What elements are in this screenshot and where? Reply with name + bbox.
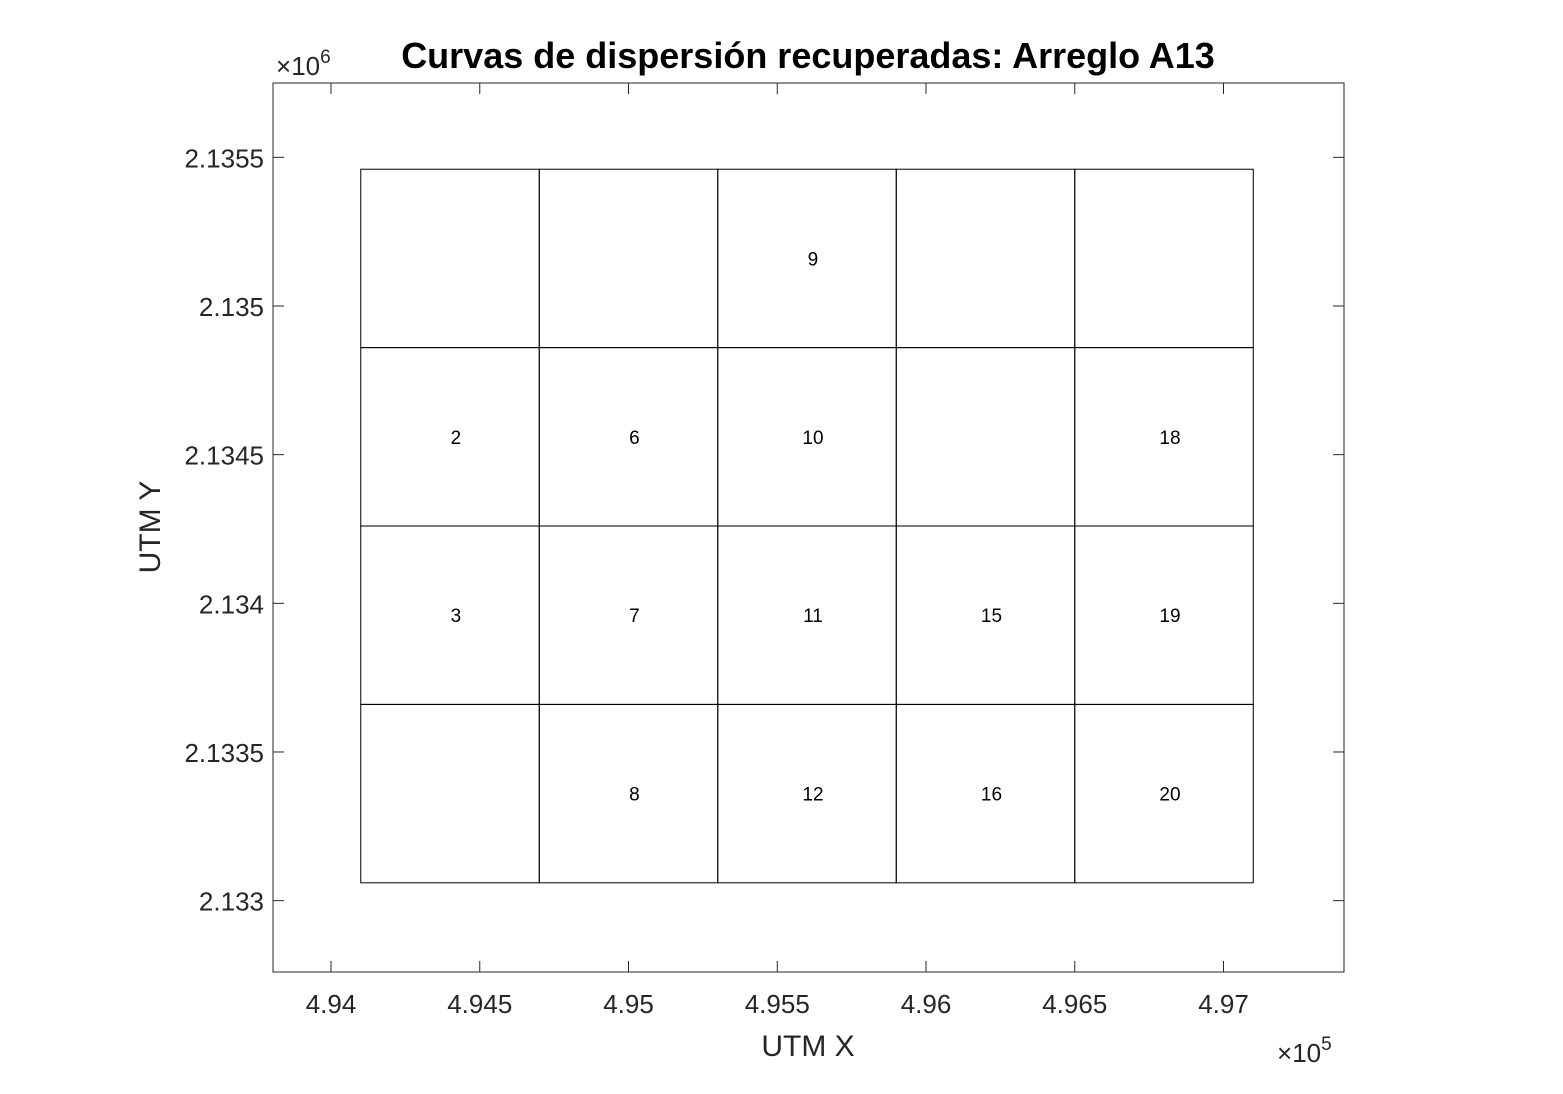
y-tick-label: 2.1355 xyxy=(184,143,264,173)
cell-label: 11 xyxy=(803,606,823,627)
chart-title: Curvas de dispersión recuperadas: Arregl… xyxy=(401,35,1215,76)
y-tick-label: 2.1335 xyxy=(184,738,264,768)
x-tick-label: 4.96 xyxy=(901,989,952,1019)
cell-label: 2 xyxy=(451,428,462,449)
x-multiplier-exponent: 5 xyxy=(1321,1034,1332,1055)
x-tick-label: 4.97 xyxy=(1198,989,1249,1019)
cell-label: 18 xyxy=(1159,428,1180,449)
axis-ticks: 4.94 4.945 4.95 4.955 4.96 4.965 4.97 2.133 2.13… xyxy=(184,83,1344,1019)
cell-label: 8 xyxy=(629,785,640,806)
x-tick-label: 4.95 xyxy=(603,989,654,1019)
cell-label: 7 xyxy=(629,606,640,627)
y-multiplier: ×106 xyxy=(276,47,331,81)
x-tick-label: 4.945 xyxy=(447,989,512,1019)
y-multiplier-base: 10 xyxy=(291,51,320,81)
plot-area xyxy=(272,82,1345,973)
cell-label: 10 xyxy=(802,428,823,449)
cell-label: 16 xyxy=(981,785,1002,806)
cell-label: 3 xyxy=(451,606,462,627)
cell-label: 19 xyxy=(1159,606,1180,627)
cell-label: 12 xyxy=(802,785,823,806)
y-axis-label: UTM Y xyxy=(134,481,167,574)
grid-cells xyxy=(360,168,1254,884)
y-tick-label: 2.133 xyxy=(199,887,264,917)
x-multiplier-base: 10 xyxy=(1292,1038,1321,1068)
y-tick-label: 2.135 xyxy=(199,292,264,322)
cell-label: 15 xyxy=(981,606,1002,627)
y-multiplier-exponent: 6 xyxy=(320,47,331,68)
cell-label: 9 xyxy=(808,249,819,270)
x-tick-label: 4.955 xyxy=(745,989,810,1019)
y-tick-label: 2.134 xyxy=(199,589,264,619)
y-tick-label: 2.1345 xyxy=(184,441,264,471)
x-multiplier: ×105 xyxy=(1277,1034,1332,1068)
grid-cell xyxy=(1074,168,1254,349)
cell-label: 20 xyxy=(1159,785,1180,806)
cell-label: 6 xyxy=(629,428,640,449)
x-axis-label: UTM X xyxy=(761,1030,854,1063)
x-tick-label: 4.965 xyxy=(1042,989,1107,1019)
x-tick-label: 4.94 xyxy=(306,989,357,1019)
cell-labels: 9 2 6 10 18 3 7 11 15 19 8 12 16 20 xyxy=(451,249,1181,805)
